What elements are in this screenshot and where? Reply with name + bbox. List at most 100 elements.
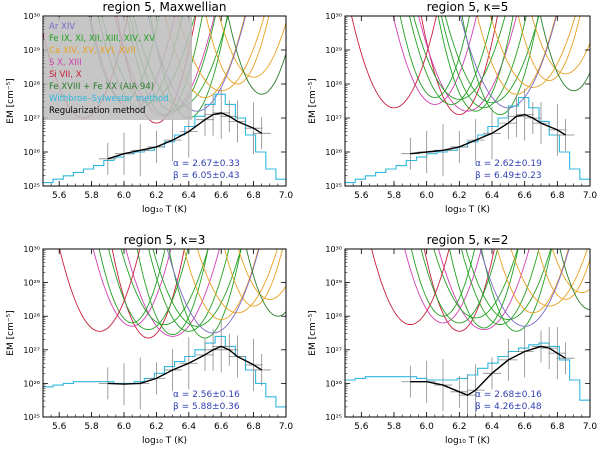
em-loci-curve <box>461 16 539 116</box>
x-tick-label: 7.0 <box>583 422 598 432</box>
x-tick-label: 5.6 <box>354 422 369 432</box>
x-tick-label: 5.8 <box>387 422 402 432</box>
em-loci-curve <box>420 16 498 116</box>
plot-area <box>43 249 286 410</box>
alpha-value: α = 2.56±0.16 <box>173 390 240 400</box>
legend: Ar XIV Fe IX, XI, XII, XIII, XIV, XV Ca XI… <box>44 17 192 120</box>
x-tick-label: 6.0 <box>117 422 132 432</box>
y-tick-label: 10²⁹ <box>325 46 342 55</box>
y-tick-label: 10²⁶ <box>325 379 342 388</box>
legend-entry: Ca XIV, XV, XVI, XVII <box>49 46 136 56</box>
em-loci-curve <box>437 16 514 112</box>
em-loci-curve <box>444 16 540 104</box>
em-loci-curve <box>351 16 437 109</box>
em-loci-curve <box>111 249 185 339</box>
x-tick-label: 7.0 <box>583 191 598 201</box>
x-tick-label: 6.4 <box>485 422 500 432</box>
regularization-curve <box>107 345 263 385</box>
em-loci-curve <box>392 16 477 105</box>
regularization-curve <box>410 345 566 396</box>
em-loci-curve <box>196 249 278 314</box>
y-tick-label: 10²⁹ <box>23 46 40 55</box>
em-loci-curve <box>410 249 476 317</box>
em-loci-curve <box>183 249 259 321</box>
alpha-value: α = 2.62±0.19 <box>475 159 542 169</box>
x-tick-label: 5.6 <box>52 422 67 432</box>
em-loci-curve <box>399 16 470 99</box>
em-loci-curve <box>136 249 209 336</box>
em-loci-curve <box>227 16 286 95</box>
y-tick-label: 10³⁰ <box>325 245 342 254</box>
y-tick-label: 10²⁷ <box>23 346 40 355</box>
x-tick-label: 6.6 <box>518 422 533 432</box>
x-tick-label: 6.8 <box>550 422 565 432</box>
legend-background <box>44 17 192 120</box>
panel-title: region 5, κ=2 <box>427 233 509 247</box>
em-loci-curve <box>433 249 519 319</box>
legend-entry: S X, XIII <box>49 58 82 68</box>
em-loci-curve <box>237 249 286 300</box>
legend-entry: Withbroe–Sylwester method <box>49 94 169 104</box>
beta-value: β = 5.88±0.36 <box>173 402 240 412</box>
x-tick-label: 6.6 <box>214 422 229 432</box>
withbroe-histogram <box>345 342 590 401</box>
em-loci-curve <box>371 249 450 326</box>
em-loci-curve <box>476 16 557 95</box>
y-tick-label: 10³⁰ <box>325 12 342 21</box>
y-tick-label: 10²⁸ <box>23 80 40 89</box>
y-axis-label: EM [cm⁻⁵] <box>308 310 318 355</box>
chart-panel-4: 5.6 5.8 6.0 6.2 6.4 6.6 6.8 7.0 10²⁵ 10²⁶ 10²⁷ 10²⁸… <box>308 233 598 446</box>
y-tick-label: 10²⁵ <box>325 413 342 422</box>
x-tick-label: 5.8 <box>387 191 402 201</box>
y-tick-label: 10²⁶ <box>325 148 342 157</box>
panel-title: region 5, Maxwellian <box>103 0 227 14</box>
em-loci-curve <box>404 249 482 324</box>
alpha-value: α = 2.67±0.33 <box>173 159 240 169</box>
x-tick-label: 6.2 <box>149 422 163 432</box>
y-tick-label: 10²⁷ <box>325 114 342 123</box>
em-loci-curve <box>418 16 517 112</box>
regularization-curve <box>107 112 263 160</box>
x-tick-label: 5.6 <box>354 191 369 201</box>
y-tick-label: 10³⁰ <box>23 245 40 254</box>
panel-title: region 5, κ=5 <box>427 0 509 14</box>
em-loci-curve <box>409 16 494 105</box>
y-axis-label: EM [cm⁻⁵] <box>6 78 16 123</box>
em-loci-curve <box>152 249 242 327</box>
em-loci-curve <box>92 249 172 327</box>
plot-frame <box>42 248 287 418</box>
y-tick-label: 10²⁹ <box>325 279 342 288</box>
x-tick-label: 6.0 <box>420 422 435 432</box>
y-tick-label: 10²⁸ <box>23 312 40 321</box>
beta-value: β = 6.05±0.43 <box>173 171 240 181</box>
em-loci-curve <box>218 16 286 78</box>
em-loci-curve <box>479 249 570 327</box>
legend-entry: Ar XIV <box>49 22 75 32</box>
x-tick-label: 6.8 <box>246 191 261 201</box>
x-tick-label: 5.6 <box>52 191 67 201</box>
x-tick-label: 6.8 <box>246 422 261 432</box>
beta-value: β = 6.49±0.23 <box>475 171 542 181</box>
legend-entry: Regularization method <box>49 106 145 116</box>
x-tick-label: 6.6 <box>214 191 229 201</box>
x-tick-label: 6.6 <box>518 191 533 201</box>
beta-value: β = 4.26±0.48 <box>475 402 542 412</box>
em-loci-curve <box>205 16 270 85</box>
em-loci-curve <box>120 249 209 326</box>
plot-area <box>345 16 590 184</box>
legend-entry: Si VII, X <box>49 70 82 80</box>
em-loci-curve <box>531 16 590 75</box>
em-loci-curve <box>59 249 141 332</box>
em-loci-curve <box>177 16 265 92</box>
x-tick-label: 7.0 <box>279 422 294 432</box>
y-tick-label: 10²⁷ <box>325 346 342 355</box>
x-tick-label: 5.8 <box>84 422 99 432</box>
x-tick-label: 7.0 <box>279 191 294 201</box>
chart-panel-1: 5.6 5.8 6.0 6.2 6.4 6.6 6.8 7.0 10²⁵ 10²⁶ 10²⁷ 10²⁸… <box>6 0 293 215</box>
y-axis-label: EM [cm⁻⁵] <box>308 78 318 123</box>
x-tick-label: 6.2 <box>452 422 466 432</box>
y-tick-label: 10²⁹ <box>23 279 40 288</box>
x-tick-label: 6.2 <box>149 191 163 201</box>
y-tick-label: 10²⁸ <box>325 80 342 89</box>
y-tick-label: 10²⁶ <box>23 148 40 157</box>
